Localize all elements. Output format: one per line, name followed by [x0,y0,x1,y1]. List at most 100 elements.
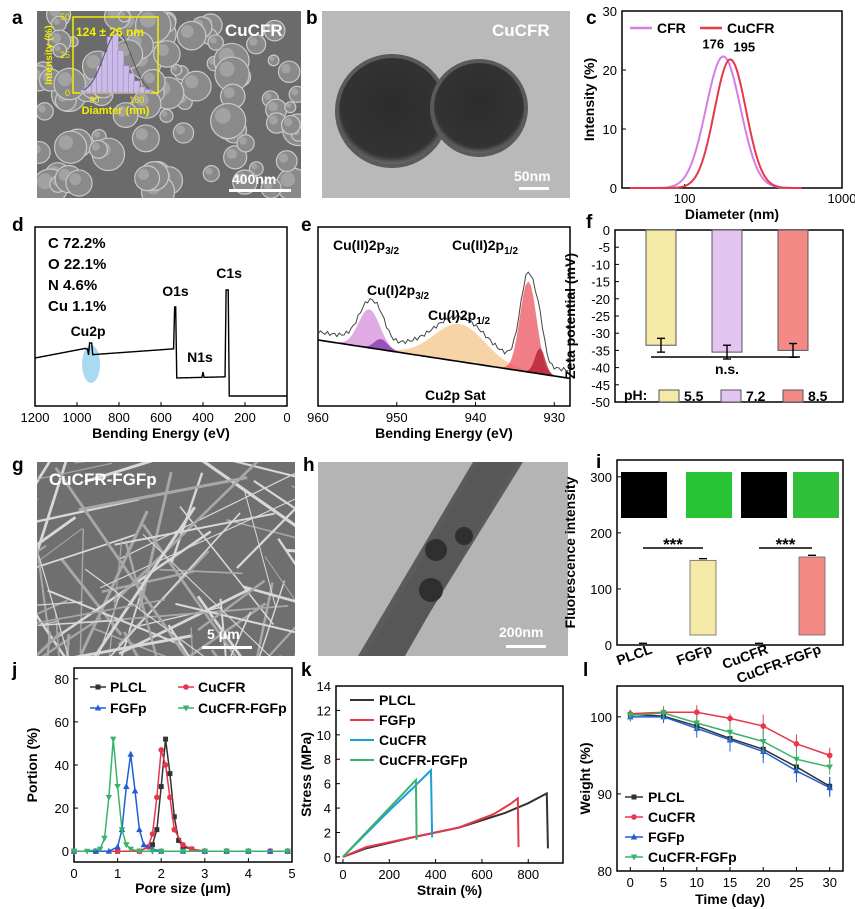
fiber [201,462,295,528]
data-point [131,787,139,794]
data-point [140,841,147,848]
data-point [826,752,833,759]
scale-bar-b [519,187,549,190]
fiber [37,598,166,624]
fiber [117,472,295,561]
fiber [37,462,113,480]
data-point [123,842,130,849]
ytick-label: -30 [591,326,610,341]
legend-marker [182,705,190,712]
ytick-label: 60 [55,715,69,730]
peak-label: O1s [162,283,189,299]
ytick-label: 100 [590,710,612,725]
xtick-label: 800 [108,410,130,425]
fiber [118,587,252,655]
ytick-label: 6 [324,777,331,792]
ytick-label: 12 [317,703,331,718]
legend-label-FGFp: FGFp [379,712,416,728]
ytick-label: 10 [603,122,617,137]
fiber [38,555,69,656]
element-composition: O 22.1% [48,256,106,273]
ytick-label: 0 [324,850,331,865]
legend-label-CFR: CFR [657,20,686,36]
xtick-label: 200 [234,410,256,425]
particle-highlight [269,115,279,125]
panel-label-j: j [12,660,18,681]
peak-label: 176 [702,36,724,51]
particle-highlight [49,11,61,17]
particle-highlight [38,104,46,113]
particle-highlight [205,167,213,175]
fiber [197,579,266,631]
particle-highlight [266,22,277,33]
ytick-label: -50 [591,395,610,410]
particle-highlight [291,88,299,96]
xtick-label: 1200 [21,410,50,425]
data-point [110,736,117,743]
legend-label-CuCFR-FGFp: CuCFR-FGFp [648,849,737,865]
fiber [100,498,295,589]
legend-label: 7.2 [746,388,766,404]
legend-label-FGFp: FGFp [110,700,147,716]
xtick-label: 5 [660,875,667,890]
fiber [60,558,123,636]
xlabel-j: Pore size (μm) [135,880,231,896]
axes-frame [317,226,571,407]
data-point [154,827,160,833]
particle-highlight [264,92,272,101]
legend-label-CuCFR: CuCFR [648,809,695,825]
data-point [223,848,230,855]
bar-CuCFR-FGFp [798,556,826,636]
peak-label-sub: 3/2 [385,246,399,257]
peak-label: Cu(II)2p1/2 [452,237,518,257]
fiber [37,613,66,656]
xtick-label: 25 [789,875,803,890]
data-point [114,848,121,855]
ytick-label: 40 [55,758,69,773]
particle-highlight [283,117,293,127]
particle-highlight [281,63,291,74]
data-point [167,771,173,777]
fluorescence-image-2 [741,472,787,518]
particle-highlight [219,61,235,77]
fiber [253,479,295,510]
panel-label-a: a [12,8,23,29]
data-point [127,846,134,853]
particle-highlight [116,105,128,117]
data-point [793,756,800,763]
ylabel-l: Weight (%) [577,742,593,814]
legend-label-CuCFR-FGFp: CuCFR-FGFp [198,700,287,716]
fiber [138,471,173,609]
data-point [154,794,160,801]
particle-highlight [54,45,61,52]
particle-highlight [210,36,217,44]
scale-bar-a [229,189,291,192]
legend-marker [630,854,638,861]
xtick-label: 800 [517,867,539,882]
ytick-label: -10 [591,257,610,272]
xtick-label: 0 [283,410,290,425]
data-point [158,784,164,790]
fiber [242,585,295,603]
particle-highlight [180,24,194,38]
particle-highlight [57,72,73,87]
particle-highlight [235,172,247,184]
fiber [277,538,295,566]
legend-marker [183,684,189,690]
peak-label-sub: 1/2 [504,246,518,257]
fiber [233,462,295,478]
ytick-label: 20 [603,63,617,78]
data-point [171,826,178,833]
ytick-label: 0 [605,638,612,653]
data-point [760,723,767,729]
background-line [317,339,571,380]
particle-highlight [93,131,101,138]
particle-highlight [161,110,168,117]
xtick-label: 0 [627,875,634,890]
fiber [84,462,154,484]
ytick-label: -20 [591,292,610,307]
fiber [159,568,243,575]
legend-label-CuCFR: CuCFR [727,20,774,36]
fiber [54,612,60,656]
